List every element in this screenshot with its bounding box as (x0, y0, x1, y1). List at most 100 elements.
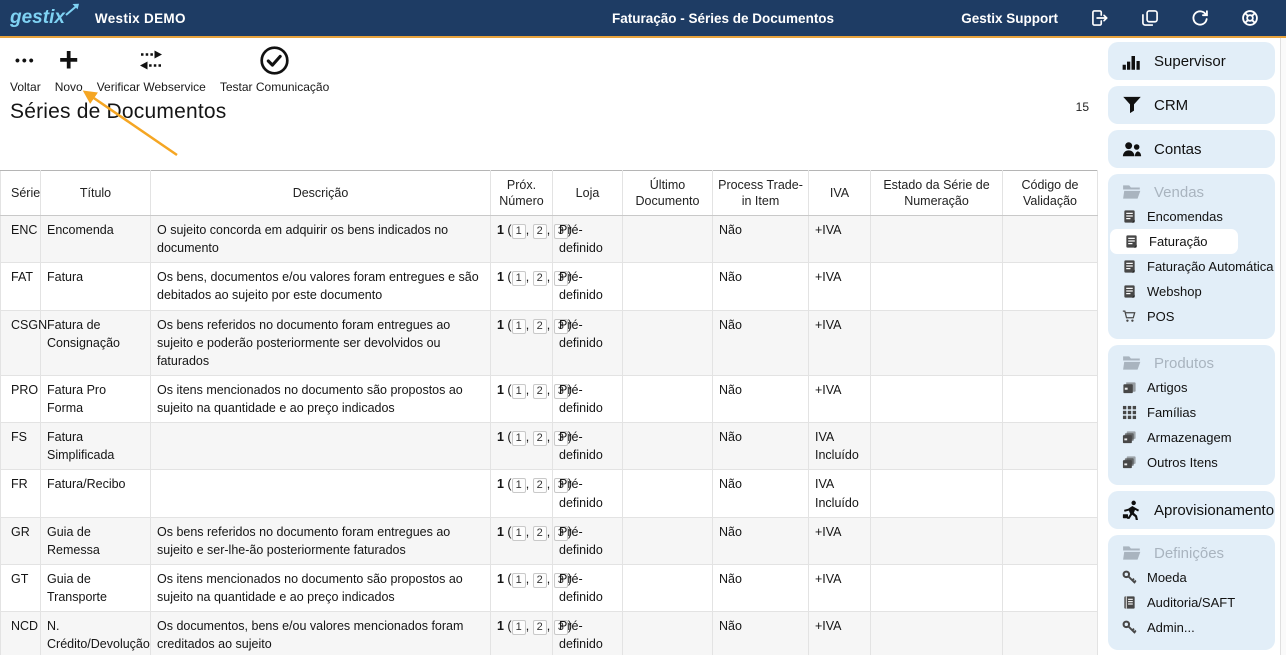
cell-loja: Pré-definido (552, 262, 623, 311)
series-link-1[interactable]: 1 (511, 318, 526, 334)
document-icon (1122, 284, 1137, 299)
series-link-1[interactable]: 1 (511, 478, 526, 494)
ellipsis-icon: ••• (14, 52, 36, 68)
table-row-fr: FR Fatura/Recibo 1 (1, 2, 3) Pré-definido Nã… (0, 469, 1098, 518)
cell-trade: Não (712, 563, 809, 613)
cell-descricao: Os itens mencionados no documento são pr… (150, 563, 491, 613)
series-link-2[interactable]: 2 (532, 431, 547, 447)
cell-codigo (1002, 374, 1098, 424)
series-link-2[interactable]: 2 (532, 383, 547, 399)
series-link-1[interactable]: 1 (511, 431, 526, 447)
table-row-gt: GT Guia de Transporte Os itens mencionados… (0, 563, 1098, 613)
sidebar-item-supervisor[interactable]: Supervisor (1108, 42, 1275, 80)
top-navbar: gestix Westix DEMO Faturação - Séries de… (0, 0, 1286, 38)
series-link-2[interactable]: 2 (532, 572, 547, 588)
bar-chart-icon (1122, 51, 1142, 71)
cell-estado (870, 374, 1003, 424)
novo-button[interactable]: + Novo (55, 43, 83, 94)
refresh-icon[interactable] (1190, 8, 1210, 28)
sidebar-group-label: Vendas (1154, 183, 1205, 201)
sidebar-item-familias[interactable]: Famílias (1108, 400, 1275, 425)
sidebar-group-header-produtos: Produtos (1108, 345, 1275, 375)
plus-icon: + (58, 41, 79, 79)
cell-titulo: Fatura/Recibo (40, 469, 151, 518)
sidebar-item-outros-itens[interactable]: Outros Itens (1108, 450, 1275, 475)
series-link-1[interactable]: 1 (511, 525, 526, 541)
cell-serie: NCD (0, 611, 41, 655)
sidebar-item-pos[interactable]: POS (1108, 304, 1275, 329)
cell-titulo: Fatura (40, 262, 151, 311)
sidebar-item-crm[interactable]: CRM (1108, 86, 1275, 124)
cell-prox: 1 (1, 2, 3) (490, 611, 572, 655)
cell-prox: 1 (1, 2, 3) (490, 309, 572, 376)
sidebar-item-armazenagem[interactable]: Armazenagem (1108, 425, 1275, 450)
series-link-2[interactable]: 2 (532, 525, 547, 541)
cell-loja: Pré-definido (552, 563, 623, 613)
support-link[interactable]: Gestix Support (961, 10, 1058, 26)
column-header-iva: IVA (808, 170, 871, 216)
cell-ultimo (622, 214, 713, 264)
cell-estado (870, 422, 1003, 471)
next-number: 1 (497, 619, 504, 634)
series-link-1[interactable]: 1 (511, 383, 526, 399)
sidebar-item-encomendas[interactable]: Encomendas (1108, 204, 1275, 229)
table-body: ENC Encomenda O sujeito concorda em adquir… (0, 214, 1098, 655)
sidebar-item-webshop[interactable]: Webshop (1108, 279, 1275, 304)
verificar-webservice-label: Verificar Webservice (96, 80, 206, 94)
sidebar-group-produtos: Produtos Artigos Famílias Armazenagem Outros… (1108, 345, 1275, 485)
sidebar-item-label: Faturação Automática (1147, 259, 1274, 274)
cell-codigo (1002, 214, 1098, 264)
cell-ultimo (622, 374, 713, 424)
cell-ultimo (622, 516, 713, 565)
series-link-2[interactable]: 2 (532, 478, 547, 494)
column-header-codigo-de-validacao: Código de Validação (1002, 170, 1098, 216)
boxes-icon (1122, 430, 1137, 445)
cell-titulo: Guia de Remessa (40, 516, 151, 565)
logout-icon[interactable] (1090, 8, 1110, 28)
key-icon (1122, 620, 1137, 635)
series-link-1[interactable]: 1 (511, 224, 526, 239)
voltar-button[interactable]: ••• Voltar (10, 43, 41, 94)
sidebar-item-faturacao-automatica[interactable]: Faturação Automática (1108, 254, 1275, 279)
cell-iva: +IVA (808, 563, 871, 613)
cell-iva: +IVA (808, 262, 871, 311)
cell-loja: Pré-definido (552, 309, 623, 376)
cell-titulo: Fatura de Consignação (40, 309, 151, 376)
cell-iva: +IVA (808, 214, 871, 264)
cell-codigo (1002, 469, 1098, 518)
sidebar-item-label: Faturação (1149, 234, 1208, 249)
sidebar-item-admin[interactable]: Admin... (1108, 615, 1275, 640)
table-row-fs: FS Fatura Simplificada 1 (1, 2, 3) Pré-defi… (0, 422, 1098, 471)
sidebar-item-label: Famílias (1147, 405, 1197, 420)
cell-estado (870, 214, 1003, 264)
verificar-webservice-button[interactable]: Verificar Webservice (97, 43, 206, 94)
sidebar-item-moeda[interactable]: Moeda (1108, 565, 1275, 590)
cell-serie: ENC (0, 214, 41, 264)
series-link-2[interactable]: 2 (532, 620, 547, 636)
scrollbar[interactable] (1280, 38, 1286, 655)
copy-windows-icon[interactable] (1140, 8, 1160, 28)
gestix-logo[interactable]: gestix (10, 3, 79, 29)
sidebar-item-faturacao[interactable]: Faturação (1110, 229, 1238, 254)
testar-comunicacao-label: Testar Comunicação (219, 80, 330, 94)
record-count: 15 (1075, 100, 1089, 114)
series-link-2[interactable]: 2 (532, 271, 547, 287)
column-header-serie: Série (0, 170, 41, 216)
testar-comunicacao-button[interactable]: Testar Comunicação (220, 43, 329, 94)
sidebar-item-aprovisionamento[interactable]: Aprovisionamento (1108, 491, 1275, 529)
series-link-2[interactable]: 2 (532, 318, 547, 334)
cell-descricao: Os bens referidos no documento foram ent… (150, 516, 491, 565)
cell-prox: 1 (1, 2, 3) (490, 214, 572, 264)
series-link-1[interactable]: 1 (511, 271, 526, 287)
sidebar-item-artigos[interactable]: Artigos (1108, 375, 1275, 400)
sidebar-item-auditoria-saft[interactable]: Auditoria/SAFT (1108, 590, 1275, 615)
sidebar-item-contas[interactable]: Contas (1108, 130, 1275, 168)
series-link-1[interactable]: 1 (511, 620, 526, 636)
next-number: 1 (497, 571, 504, 586)
help-ring-icon[interactable] (1240, 8, 1260, 28)
cell-estado (870, 516, 1003, 565)
cell-trade: Não (712, 374, 809, 424)
cell-prox: 1 (1, 2, 3) (490, 469, 572, 518)
series-link-1[interactable]: 1 (511, 572, 526, 588)
series-link-2[interactable]: 2 (532, 224, 547, 239)
